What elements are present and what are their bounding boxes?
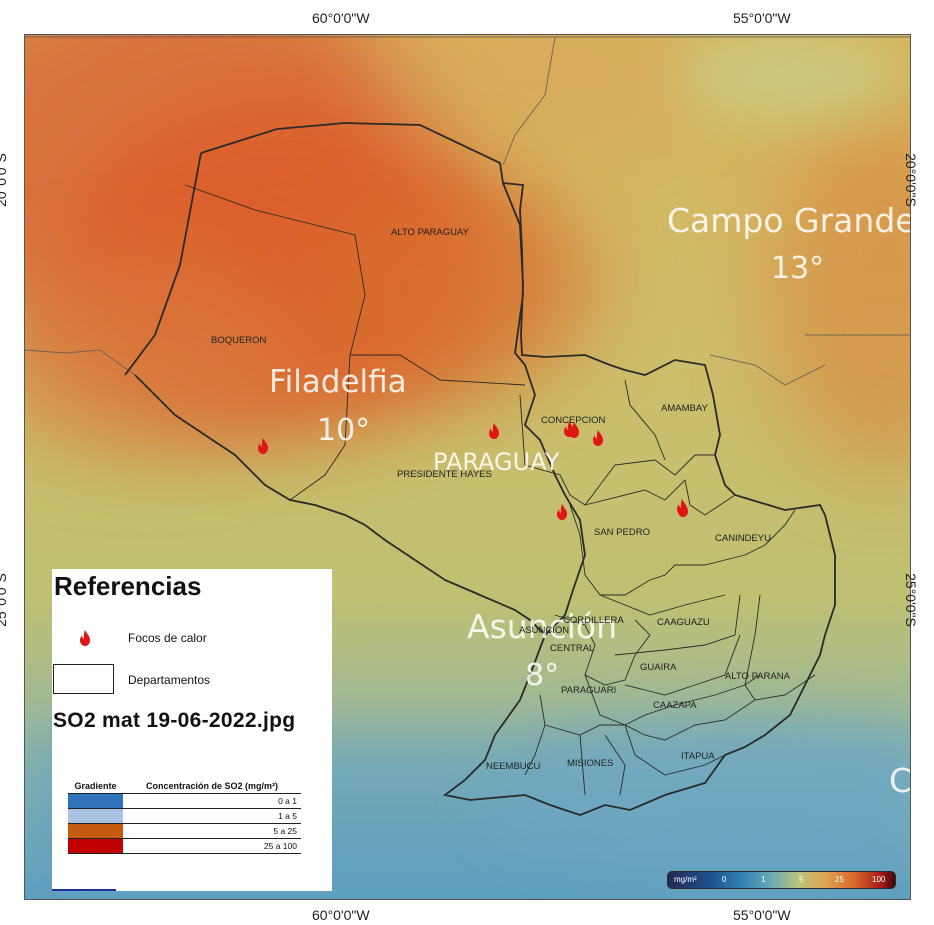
gradient-swatch	[68, 838, 123, 854]
scale-tick: 25	[835, 875, 844, 884]
scale-tick: 100	[872, 875, 886, 884]
fire-hotspot-icon	[593, 430, 603, 446]
dept-label-itapua: ITAPUA	[681, 751, 715, 762]
graticule-top-left: 60°0'0"W	[312, 10, 370, 26]
legend-departments-label: Departamentos	[128, 673, 211, 687]
graticule-left-upper: 20°0'0"S	[0, 153, 9, 207]
gradient-row: 5 a 25	[68, 823, 301, 839]
dept-label-concepcion: CONCEPCION	[541, 415, 606, 426]
gradient-row: 25 a 100	[68, 838, 301, 854]
dept-label-misiones: MISIONES	[567, 758, 613, 769]
graticule-left-lower: 25°0'0"S	[0, 573, 9, 627]
legend-panel: Referencias Focos de calor Departamentos…	[52, 569, 332, 891]
scale-tick: 5	[799, 875, 804, 884]
city-label-edge-fragment: C	[889, 761, 911, 800]
dept-label-guaira: GUAIRA	[640, 662, 677, 673]
dept-label-presidente-hayes: PRESIDENTE HAYES	[397, 469, 492, 480]
gradient-range: 5 a 25	[123, 823, 301, 839]
dept-label-boqueron: BOQUERON	[211, 335, 267, 346]
dept-label-paraguari: PARAGUARI	[561, 685, 616, 696]
dept-label-amambay: AMAMBAY	[661, 403, 708, 414]
legend-filename: SO2 mat 19-06-2022.jpg	[53, 709, 296, 732]
graticule-top-right: 55°0'0"W	[733, 10, 791, 26]
graticule-right-lower: 25°0'0"S	[902, 573, 919, 627]
fire-hotspot-icon	[678, 501, 688, 517]
scale-tick: 0	[722, 875, 727, 884]
color-scale-bar: mg/m² 0 1 5 25 100	[667, 871, 896, 889]
dept-label-caaguazu: CAAGUAZU	[657, 617, 710, 628]
dept-label-alto-paraguay: ALTO PARAGUAY	[391, 227, 470, 238]
graticule-right-upper: 20°0'0"S	[902, 153, 919, 207]
fire-hotspots	[258, 421, 688, 520]
city-label-filadelfia: Filadelfia	[269, 364, 407, 400]
concentration-header: Concentración de SO2 (mg/m²)	[123, 779, 301, 794]
dept-label-neembucu: NEEMBUCU	[486, 761, 541, 772]
gradient-header: Gradiente	[68, 779, 123, 794]
legend-accent-bar	[52, 889, 116, 891]
city-temp-campo-grande: 13°	[771, 251, 824, 286]
fire-hotspot-icon	[569, 422, 579, 438]
city-label-campo-grande: Campo Grande	[667, 201, 911, 240]
scale-unit: mg/m²	[674, 875, 697, 884]
gradient-range: 1 a 5	[123, 808, 301, 824]
dept-label-san-pedro: SAN PEDRO	[594, 527, 650, 538]
dept-label-canindeyu: CANINDEYU	[715, 533, 771, 544]
gradient-table: Gradiente Concentración de SO2 (mg/m²) 0…	[68, 779, 301, 854]
country-label-paraguay: PARAGUAY	[433, 448, 560, 476]
gradient-row: 0 a 1	[68, 793, 301, 809]
paraguay-outline	[124, 122, 836, 816]
dept-label-caazapa: CAAZAPA	[653, 700, 697, 711]
graticule-bottom-right: 55°0'0"W	[733, 907, 791, 923]
dept-label-cordillera: CORDILLERA	[563, 615, 624, 626]
regional-borders	[25, 36, 910, 386]
fire-icon	[80, 630, 90, 646]
fire-hotspot-icon	[489, 423, 499, 439]
scale-tick: 1	[761, 875, 766, 884]
city-label-asuncion: Asunción	[467, 607, 617, 646]
fire-hotspot-icon	[557, 504, 567, 520]
legend-fire-label: Focos de calor	[128, 631, 207, 645]
city-temp-filadelfia: 10°	[317, 413, 370, 448]
gradient-swatch	[68, 808, 123, 824]
dept-label-central: CENTRAL	[550, 643, 594, 654]
dept-label-alto-parana: ALTO PARANA	[725, 671, 791, 682]
city-temp-asuncion: 8°	[525, 658, 559, 693]
department-swatch	[53, 664, 114, 694]
gradient-range: 25 a 100	[123, 838, 301, 854]
gradient-swatch	[68, 793, 123, 809]
dept-label-asuncion: ASUNCION	[519, 625, 569, 636]
legend-title: Referencias	[54, 571, 202, 601]
department-boundaries	[184, 184, 816, 796]
graticule-bottom-left: 60°0'0"W	[312, 907, 370, 923]
fire-hotspot-icon	[258, 438, 268, 454]
gradient-range: 0 a 1	[123, 793, 301, 809]
gradient-row: 1 a 5	[68, 808, 301, 824]
gradient-swatch	[68, 823, 123, 839]
